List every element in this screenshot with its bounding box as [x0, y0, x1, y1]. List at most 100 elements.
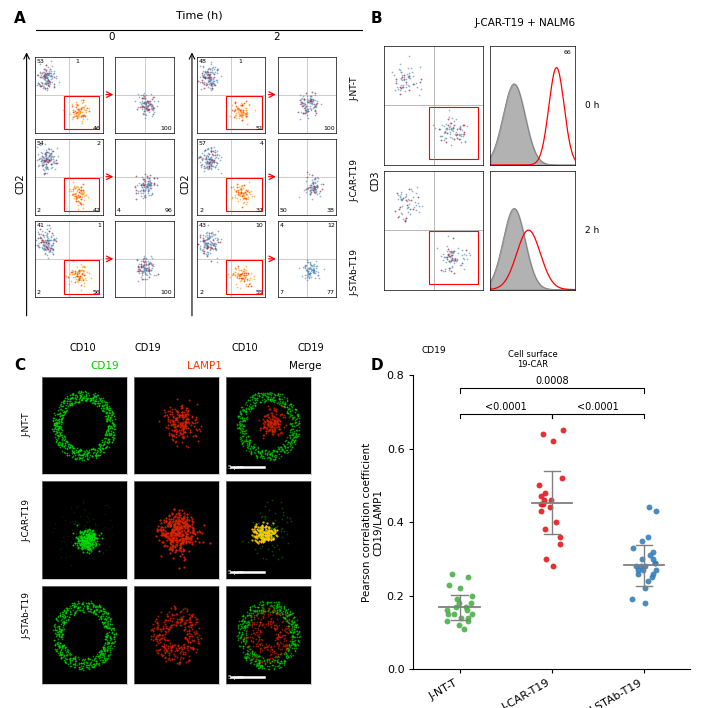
- Point: [83, 535, 94, 546]
- Point: [290, 403, 301, 414]
- Point: [171, 536, 183, 547]
- Point: [50, 428, 62, 439]
- Point: [169, 519, 180, 530]
- Point: [171, 521, 183, 532]
- Point: [40, 152, 52, 164]
- Point: [31, 155, 42, 166]
- Point: [81, 388, 92, 399]
- Point: [252, 389, 263, 401]
- Point: [55, 429, 66, 440]
- Point: [257, 651, 268, 663]
- Point: [278, 401, 290, 412]
- Point: [276, 502, 288, 513]
- Point: [96, 396, 108, 408]
- Point: [249, 543, 260, 554]
- Point: [262, 497, 273, 508]
- Point: [44, 246, 55, 258]
- Point: [257, 429, 269, 440]
- Point: [245, 185, 257, 197]
- Point: [260, 390, 272, 401]
- Point: [254, 527, 265, 539]
- Point: [55, 644, 67, 655]
- Point: [34, 68, 45, 79]
- Point: [104, 622, 116, 634]
- Point: [225, 272, 237, 283]
- Point: [78, 538, 89, 549]
- Point: [53, 641, 65, 652]
- Point: [64, 608, 75, 620]
- Point: [147, 625, 159, 636]
- Point: [276, 531, 288, 542]
- Point: [142, 101, 154, 112]
- Point: [72, 195, 83, 207]
- Point: [45, 152, 57, 163]
- Point: [214, 236, 226, 247]
- Point: [166, 415, 178, 426]
- Point: [260, 416, 271, 428]
- Point: [186, 628, 197, 639]
- Point: [173, 527, 185, 538]
- Point: [51, 418, 63, 429]
- Point: [101, 426, 112, 437]
- Point: [249, 525, 261, 536]
- Point: [32, 79, 43, 91]
- Point: [83, 446, 94, 457]
- Point: [458, 263, 470, 275]
- Point: [70, 605, 82, 617]
- Point: [279, 603, 290, 615]
- Point: [187, 530, 198, 542]
- Point: [448, 122, 459, 134]
- Point: [160, 656, 172, 667]
- Point: [58, 617, 69, 629]
- Point: [402, 202, 413, 213]
- Point: [40, 154, 52, 166]
- Point: [292, 410, 303, 421]
- Point: [203, 231, 214, 242]
- Point: [182, 416, 193, 428]
- Point: [83, 528, 94, 539]
- Point: [137, 256, 149, 267]
- Point: [194, 229, 206, 241]
- Point: [267, 533, 278, 544]
- Point: [299, 108, 311, 119]
- Point: [42, 79, 54, 90]
- Point: [251, 450, 262, 462]
- Point: [42, 72, 53, 84]
- Point: [108, 630, 119, 641]
- Point: [144, 175, 155, 186]
- Point: [69, 188, 81, 199]
- Point: [53, 439, 65, 450]
- Point: [84, 605, 96, 617]
- Point: [252, 637, 263, 649]
- Point: [52, 158, 63, 169]
- Point: [99, 620, 111, 632]
- Point: [66, 392, 78, 403]
- Point: [265, 612, 276, 624]
- Point: [644, 502, 655, 513]
- Text: 2: 2: [37, 208, 40, 213]
- Point: [42, 69, 53, 80]
- Point: [64, 551, 75, 562]
- Point: [166, 516, 178, 527]
- Point: [283, 436, 294, 447]
- Point: [286, 441, 298, 452]
- Point: [60, 435, 72, 447]
- Point: [398, 74, 410, 85]
- Point: [290, 431, 302, 442]
- Point: [290, 643, 302, 654]
- Point: [144, 261, 155, 273]
- Point: [173, 641, 184, 652]
- Point: [200, 234, 211, 246]
- Point: [73, 196, 85, 207]
- Point: [97, 608, 109, 620]
- Point: [171, 527, 183, 539]
- Point: [43, 245, 55, 256]
- Point: [269, 416, 280, 427]
- Point: [201, 238, 213, 249]
- Point: [58, 615, 70, 626]
- Point: [69, 268, 81, 279]
- Point: [273, 629, 284, 640]
- Point: [68, 176, 79, 188]
- Point: [301, 166, 313, 178]
- Point: [40, 154, 51, 166]
